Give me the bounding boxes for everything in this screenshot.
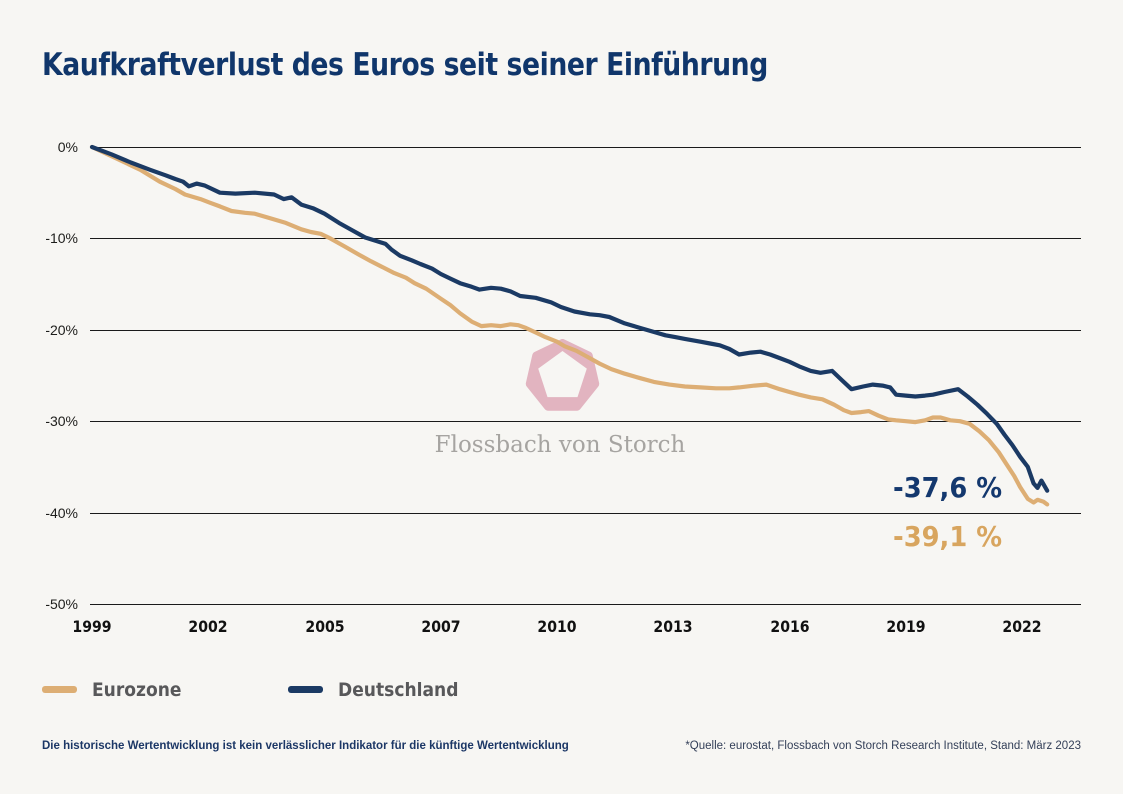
eurozone-line — [89, 144, 1050, 507]
x-tick-label: 2022 — [1002, 617, 1042, 636]
y-tick-label: -40% — [45, 504, 78, 521]
x-tick-label: 1999 — [72, 617, 112, 636]
eurozone-color-swatch — [42, 686, 77, 693]
source-note: *Quelle: eurostat, Flossbach von Storch … — [685, 740, 1081, 752]
watermark-text: Flossbach von Storch — [434, 432, 686, 458]
x-tick-label: 2016 — [769, 617, 810, 636]
end-label-eurozone: -39,1 % — [893, 520, 1003, 553]
x-tick-label: 2007 — [421, 617, 461, 636]
y-tick-label: -10% — [45, 230, 78, 247]
x-tick-label: 2019 — [886, 617, 926, 636]
y-tick-label: -50% — [45, 596, 78, 612]
y-tick-label: 0% — [57, 139, 78, 155]
legend-label-deutschland: Deutschland — [338, 679, 459, 701]
y-tick-label: -30% — [45, 413, 78, 430]
disclaimer-text: Die historische Wertentwicklung ist kein… — [42, 740, 569, 752]
fvs-logo-pentagon-cutout — [538, 351, 587, 398]
x-tick-label: 2010 — [537, 617, 577, 636]
deutschland-line — [89, 144, 1050, 493]
x-tick-label: 2013 — [653, 617, 693, 636]
x-tick-label: 2005 — [304, 617, 345, 636]
x-tick-label: 2002 — [188, 617, 228, 636]
end-label-deutschland: -37,6 % — [893, 471, 1003, 504]
y-tick-label: -20% — [45, 321, 78, 338]
deutschland-color-swatch — [288, 686, 323, 693]
legend-label-eurozone: Eurozone — [92, 679, 182, 701]
page-title: Kaufkraftverlust des Euros seit seiner E… — [42, 47, 768, 83]
